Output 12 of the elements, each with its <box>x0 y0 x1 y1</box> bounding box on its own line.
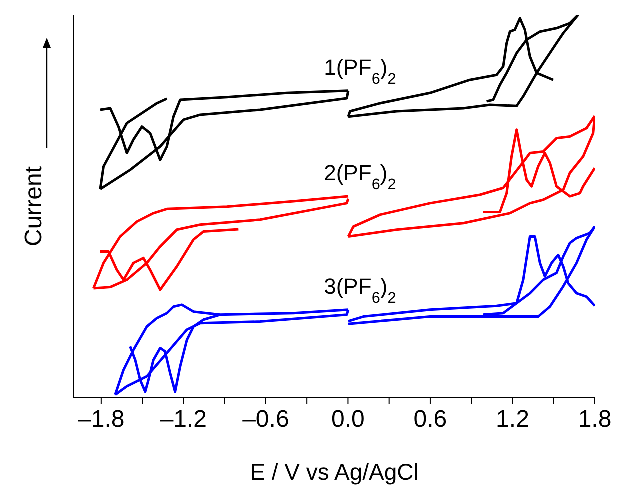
x-tick-label: 1.8 <box>578 406 612 434</box>
x-tick-label: 1.2 <box>496 406 530 434</box>
x-tick-label: –1.8 <box>78 406 125 434</box>
series-label: 2(PF$_{6}$)$_{2}$ <box>324 160 396 194</box>
x-tick-label: –0.6 <box>242 406 290 434</box>
series-label: 3(PF$_{6}$)$_{2}$ <box>324 274 396 306</box>
x-axis-title: E / V vs Ag/AgCl <box>250 459 419 485</box>
series-label: 1(PF$_{6}$)$_{2}$ <box>324 54 396 88</box>
y-axis-title: Current <box>20 166 48 247</box>
x-tick-label: –1.2 <box>160 406 208 434</box>
x-tick-label: 0.6 <box>414 406 448 434</box>
x-tick-label: 0.0 <box>332 406 365 434</box>
